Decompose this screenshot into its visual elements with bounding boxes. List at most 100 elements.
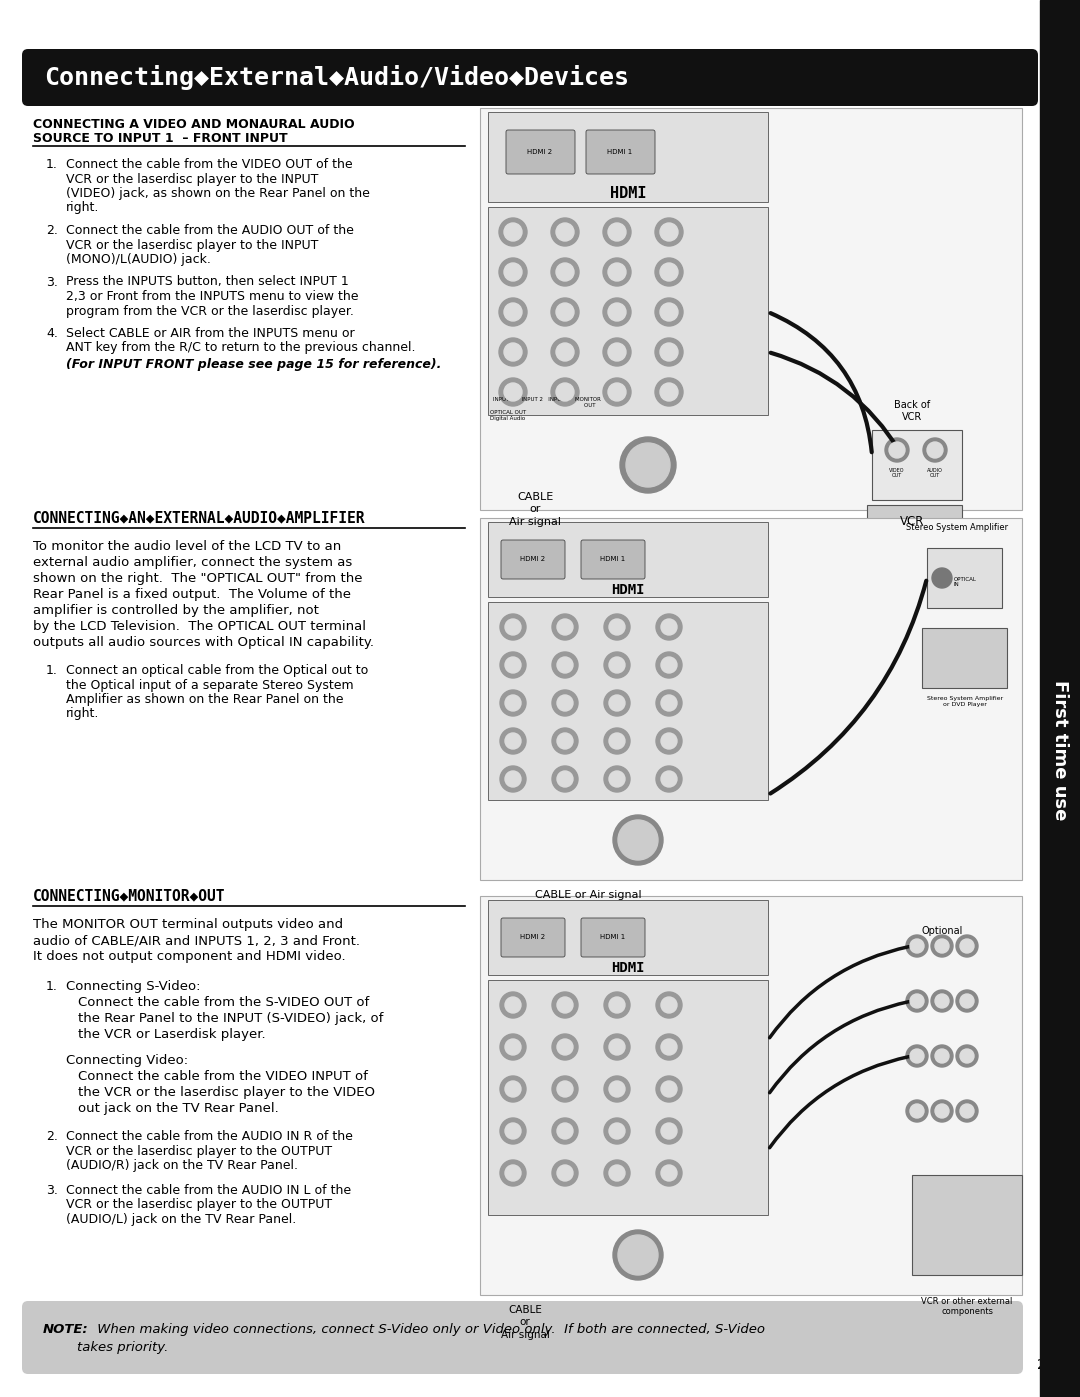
Circle shape <box>551 258 579 286</box>
Circle shape <box>552 766 578 792</box>
Circle shape <box>552 1034 578 1060</box>
Circle shape <box>654 258 683 286</box>
Text: CABLE
or
Air signal: CABLE or Air signal <box>500 1305 550 1340</box>
Text: VCR or the laserdisc player to the OUTPUT: VCR or the laserdisc player to the OUTPU… <box>66 1199 333 1211</box>
Text: 1.: 1. <box>46 664 58 678</box>
Text: right.: right. <box>66 707 99 721</box>
Text: CONNECTING◆AN◆EXTERNAL◆AUDIO◆AMPLIFIER: CONNECTING◆AN◆EXTERNAL◆AUDIO◆AMPLIFIER <box>33 510 365 525</box>
Text: VCR or the laserdisc player to the OUTPUT: VCR or the laserdisc player to the OUTPU… <box>66 1144 333 1158</box>
Circle shape <box>551 379 579 407</box>
Circle shape <box>505 1081 521 1097</box>
Circle shape <box>660 224 678 242</box>
Circle shape <box>661 694 677 711</box>
Circle shape <box>661 733 677 749</box>
Circle shape <box>906 990 928 1011</box>
Text: the Optical input of a separate Stereo System: the Optical input of a separate Stereo S… <box>66 679 353 692</box>
Circle shape <box>661 1081 677 1097</box>
Circle shape <box>906 935 928 957</box>
Circle shape <box>557 694 573 711</box>
Circle shape <box>906 1099 928 1122</box>
Text: 3.: 3. <box>46 1183 58 1196</box>
Text: (AUDIO/R) jack on the TV Rear Panel.: (AUDIO/R) jack on the TV Rear Panel. <box>66 1160 298 1172</box>
Text: Stereo System Amplifier: Stereo System Amplifier <box>906 522 1008 532</box>
Circle shape <box>557 997 573 1013</box>
Circle shape <box>505 657 521 673</box>
Text: It does not output component and HDMI video.: It does not output component and HDMI vi… <box>33 950 346 963</box>
Circle shape <box>556 383 573 401</box>
Text: OPTICAL
IN: OPTICAL IN <box>954 577 977 587</box>
Circle shape <box>504 344 522 360</box>
Circle shape <box>504 383 522 401</box>
Circle shape <box>618 1235 658 1275</box>
Circle shape <box>661 1123 677 1139</box>
Bar <box>927 548 1002 608</box>
Circle shape <box>603 218 631 246</box>
Circle shape <box>609 771 625 787</box>
Circle shape <box>552 1076 578 1102</box>
Circle shape <box>654 218 683 246</box>
Circle shape <box>923 439 947 462</box>
Text: Connect the cable from the VIDEO INPUT of: Connect the cable from the VIDEO INPUT o… <box>78 1070 368 1083</box>
Circle shape <box>609 1081 625 1097</box>
Circle shape <box>613 814 663 865</box>
Circle shape <box>557 619 573 636</box>
Circle shape <box>620 437 676 493</box>
Circle shape <box>608 383 626 401</box>
Circle shape <box>927 441 943 458</box>
Circle shape <box>505 1165 521 1180</box>
Circle shape <box>557 1165 573 1180</box>
Circle shape <box>910 1049 924 1063</box>
Circle shape <box>500 652 526 678</box>
Bar <box>480 895 1022 1295</box>
Text: Optional: Optional <box>921 926 962 936</box>
Circle shape <box>556 263 573 281</box>
Circle shape <box>609 1123 625 1139</box>
Text: amplifier is controlled by the amplifier, not: amplifier is controlled by the amplifier… <box>33 604 319 617</box>
FancyBboxPatch shape <box>581 541 645 578</box>
Text: 1.: 1. <box>46 981 58 993</box>
Circle shape <box>660 303 678 321</box>
Text: Connect an optical cable from the Optical out to: Connect an optical cable from the Optica… <box>66 664 368 678</box>
Circle shape <box>552 992 578 1018</box>
Circle shape <box>931 990 953 1011</box>
Text: audio of CABLE/AIR and INPUTS 1, 2, 3 and Front.: audio of CABLE/AIR and INPUTS 1, 2, 3 an… <box>33 935 360 947</box>
Circle shape <box>557 1123 573 1139</box>
Circle shape <box>609 694 625 711</box>
Circle shape <box>604 1118 630 1144</box>
Text: INPUT 3    INPUT 2   INPUT 1   MONITOR
                                         : INPUT 3 INPUT 2 INPUT 1 MONITOR <box>492 397 600 408</box>
Text: HDMI 1: HDMI 1 <box>607 149 633 155</box>
Circle shape <box>499 379 527 407</box>
Circle shape <box>504 263 522 281</box>
Text: Rear Panel is a fixed output.  The Volume of the: Rear Panel is a fixed output. The Volume… <box>33 588 351 601</box>
Circle shape <box>660 383 678 401</box>
FancyBboxPatch shape <box>581 918 645 957</box>
Circle shape <box>499 258 527 286</box>
Circle shape <box>626 443 670 488</box>
FancyBboxPatch shape <box>501 918 565 957</box>
Text: Connecting Video:: Connecting Video: <box>66 1053 188 1067</box>
Circle shape <box>604 992 630 1018</box>
Circle shape <box>556 224 573 242</box>
Bar <box>867 504 962 560</box>
Circle shape <box>910 995 924 1009</box>
Text: 1.: 1. <box>46 158 58 170</box>
Circle shape <box>504 224 522 242</box>
Circle shape <box>500 690 526 717</box>
Text: CONNECTING A VIDEO AND MONAURAL AUDIO: CONNECTING A VIDEO AND MONAURAL AUDIO <box>33 117 354 131</box>
Circle shape <box>499 338 527 366</box>
Circle shape <box>956 935 978 957</box>
FancyBboxPatch shape <box>586 130 654 175</box>
Circle shape <box>931 1045 953 1067</box>
Text: the VCR or Laserdisk player.: the VCR or Laserdisk player. <box>78 1028 266 1041</box>
Bar <box>922 629 1007 687</box>
Bar <box>480 518 1022 880</box>
Circle shape <box>604 766 630 792</box>
Circle shape <box>604 1076 630 1102</box>
Circle shape <box>906 1045 928 1067</box>
Circle shape <box>613 1229 663 1280</box>
Text: shown on the right.  The "OPTICAL OUT" from the: shown on the right. The "OPTICAL OUT" fr… <box>33 571 363 585</box>
Text: (MONO)/L(AUDIO) jack.: (MONO)/L(AUDIO) jack. <box>66 253 211 265</box>
Circle shape <box>661 619 677 636</box>
Circle shape <box>505 733 521 749</box>
Circle shape <box>608 303 626 321</box>
